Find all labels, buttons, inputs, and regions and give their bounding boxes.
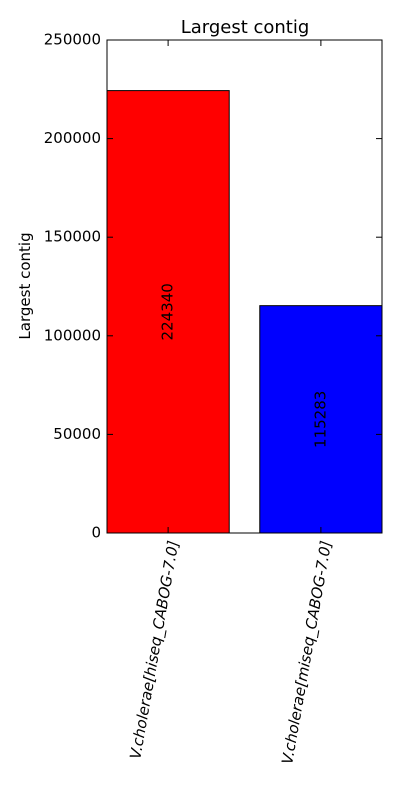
x-tick-label: V.cholerae[miseq_CABOG-7.0] — [278, 539, 336, 765]
y-tick-label: 150000 — [44, 228, 101, 246]
y-tick-label: 50000 — [53, 425, 101, 443]
y-tick-label: 100000 — [44, 326, 101, 344]
bar-value-label: 115283 — [311, 391, 329, 448]
y-tick-label: 250000 — [44, 31, 101, 49]
plot-frame — [106, 39, 383, 534]
y-axis-label: Largest contig — [16, 232, 34, 339]
bar-2 — [259, 305, 383, 534]
y-tick-label: 200000 — [44, 129, 101, 147]
bar-1 — [106, 90, 230, 534]
y-tick-label: 0 — [91, 524, 101, 542]
bar-value-label: 224340 — [159, 283, 177, 340]
chart-title: Largest contig — [181, 17, 310, 38]
plot-area: 224340 V.cholerae[hiseq_CABOG-7.0] 115283 V… — [44, 31, 383, 766]
x-tick-label: V.cholerae[hiseq_CABOG-7.0] — [126, 539, 183, 760]
